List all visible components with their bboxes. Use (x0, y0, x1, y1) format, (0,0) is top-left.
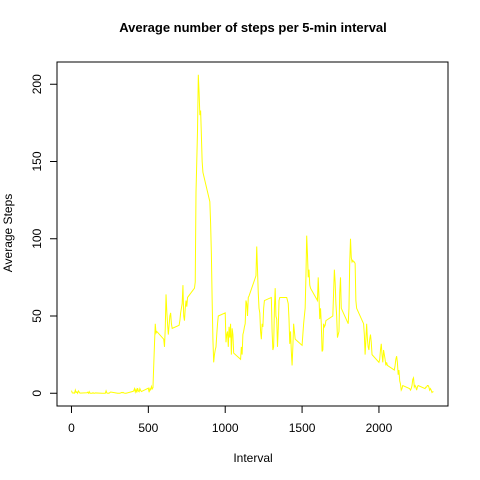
y-axis-label: Average Steps (1, 194, 15, 273)
x-tick-label: 1500 (289, 421, 316, 435)
y-tick-label: 200 (30, 74, 44, 94)
x-tick-label: 0 (68, 421, 75, 435)
y-tick-label: 0 (30, 390, 44, 397)
x-axis-label: Interval (233, 451, 272, 465)
x-tick-label: 1000 (212, 421, 239, 435)
y-tick-label: 100 (30, 228, 44, 248)
x-tick-label: 2000 (366, 421, 393, 435)
y-tick-label: 150 (30, 151, 44, 171)
y-tick-label: 50 (30, 309, 44, 323)
x-tick-label: 500 (138, 421, 158, 435)
data-line (71, 74, 434, 395)
chart-title: Average number of steps per 5-min interv… (119, 20, 387, 35)
plot-box (56, 61, 449, 407)
